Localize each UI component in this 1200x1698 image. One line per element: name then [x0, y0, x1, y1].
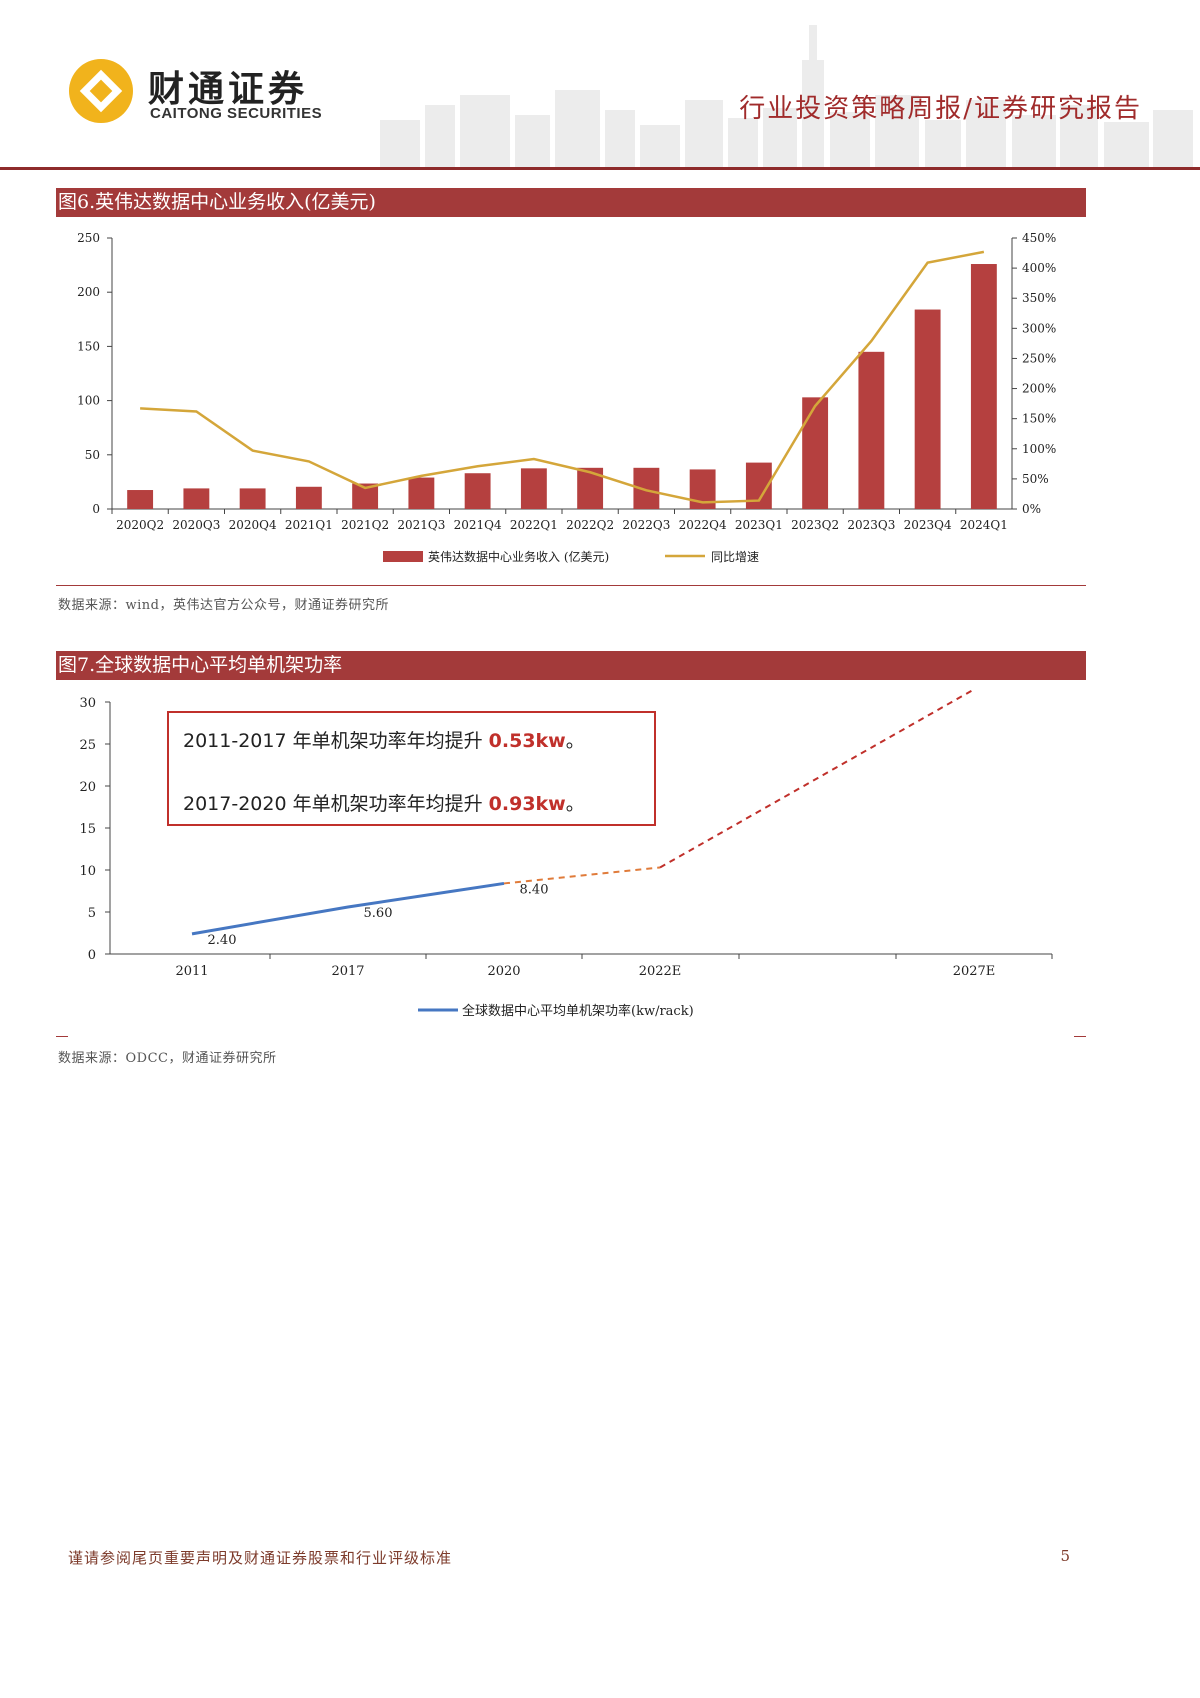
projection-line-orange	[503, 866, 661, 885]
x-tick-label: 2017	[331, 964, 364, 979]
footer-disclaimer: 谨请参阅尾页重要声明及财通证券股票和行业评级标准	[68, 1549, 453, 1567]
header-divider	[0, 167, 1200, 170]
x-tick-label: 2022Q2	[566, 518, 614, 532]
figure7-source: 数据来源：ODCC，财通证券研究所	[58, 1051, 277, 1066]
legend-growth-label: 同比增速	[711, 550, 759, 564]
yoy-growth-line	[140, 250, 985, 504]
x-tick-label: 2011	[175, 964, 208, 979]
data-label: 2.40	[208, 933, 237, 948]
right-tick-label: 50%	[1022, 472, 1049, 486]
x-tick-label: 2023Q3	[847, 518, 895, 532]
right-tick-label: 350%	[1022, 291, 1056, 305]
callout-line-1-value: 0.53kw	[488, 730, 566, 752]
left-tick-label: 250	[77, 231, 100, 245]
x-tick-label: 2020	[487, 964, 520, 979]
figure6-divider	[56, 585, 1086, 586]
right-tick-label: 250%	[1022, 351, 1056, 365]
x-tick-label: 2020Q2	[116, 518, 164, 532]
y-tick-label: 10	[79, 864, 96, 879]
callout-line-2-text: 2017-2020 年单机架功率年均提升	[183, 793, 489, 815]
x-tick-label: 2021Q3	[397, 518, 445, 532]
figure6-chart: 0 50 100 150 200 250 0% 50% 100% 150% 200% 250% 300%…	[77, 231, 1056, 564]
projection-line-red	[659, 688, 975, 869]
x-tick-label: 2020Q3	[172, 518, 220, 532]
actual-power-line	[191, 881, 505, 936]
skyline-decoration	[380, 25, 1193, 167]
revenue-bar	[970, 264, 997, 509]
right-tick-label: 100%	[1022, 442, 1056, 456]
callout-line-1-text: 2011-2017 年单机架功率年均提升	[183, 730, 489, 752]
left-tick-label: 100	[77, 394, 100, 408]
left-tick-label: 0	[92, 502, 100, 516]
legend-power-label: 全球数据中心平均单机架功率(kw/rack)	[462, 1003, 694, 1019]
y-tick-label: 30	[79, 696, 96, 711]
revenue-bar	[127, 490, 154, 509]
left-tick-label: 50	[85, 448, 100, 462]
company-logo	[69, 59, 133, 123]
figure7-title: 图7.全球数据中心平均单机架功率	[56, 651, 1086, 680]
data-label: 5.60	[364, 906, 393, 921]
brand-name: 财通证券	[148, 69, 309, 110]
revenue-bar	[183, 488, 210, 509]
figure7-callout-box: 2011-2017 年单机架功率年均提升 0.53kw。 2017-2020 年…	[167, 711, 656, 826]
figure7-chart: 0 5 10 15 20 25 30 2011 2017 2020 2022E 2027E 2.40 5.…	[79, 688, 1053, 1019]
y-tick-label: 0	[88, 948, 96, 963]
page-header: 财通证券 CAITONG SECURITIES 行业投资策略周报/证券研究报告	[0, 0, 1200, 172]
brand-english-name: CAITONG SECURITIES	[150, 105, 323, 122]
report-type: 行业投资策略周报/证券研究报告	[739, 94, 1142, 124]
x-tick-label: 2021Q2	[341, 518, 389, 532]
page-number: 5	[1060, 1547, 1070, 1565]
x-tick-label: 2022Q4	[679, 518, 727, 532]
callout-line-1-end: 。	[565, 730, 585, 752]
revenue-bar	[408, 477, 435, 509]
y-tick-label: 20	[79, 780, 96, 795]
legend-revenue-label: 英伟达数据中心业务收入 (亿美元)	[428, 549, 609, 564]
callout-line-2-value: 0.93kw	[488, 793, 566, 815]
revenue-bar	[914, 309, 941, 509]
x-tick-label: 2021Q1	[285, 518, 333, 532]
revenue-bar	[239, 488, 266, 509]
right-tick-label: 400%	[1022, 261, 1056, 275]
x-tick-label: 2023Q1	[735, 518, 783, 532]
right-tick-label: 300%	[1022, 321, 1056, 335]
x-tick-label: 2024Q1	[960, 518, 1008, 532]
y-tick-label: 15	[79, 822, 96, 837]
y-tick-label: 5	[88, 906, 96, 921]
x-tick-label: 2023Q4	[904, 518, 952, 532]
figure6-title: 图6.英伟达数据中心业务收入(亿美元)	[56, 188, 1086, 217]
data-label: 8.40	[520, 882, 549, 897]
x-tick-label: 2022E	[639, 964, 682, 979]
x-tick-label: 2027E	[953, 964, 996, 979]
legend-revenue-swatch	[383, 551, 423, 562]
x-tick-label: 2023Q2	[791, 518, 839, 532]
x-tick-label: 2021Q4	[454, 518, 502, 532]
right-tick-label: 450%	[1022, 231, 1056, 245]
callout-line-2-end: 。	[565, 793, 585, 815]
left-tick-label: 150	[77, 339, 100, 353]
figure7-divider-left	[56, 1036, 68, 1037]
figure6-source: 数据来源：wind，英伟达官方公众号，财通证券研究所	[58, 598, 389, 613]
y-tick-label: 25	[79, 738, 96, 753]
revenue-bar	[858, 351, 885, 509]
x-tick-label: 2022Q3	[622, 518, 670, 532]
revenue-bar	[802, 397, 829, 509]
x-tick-label: 2022Q1	[510, 518, 558, 532]
right-tick-label: 150%	[1022, 412, 1056, 426]
right-tick-label: 200%	[1022, 382, 1056, 396]
revenue-bar	[464, 473, 491, 509]
callout-line-1: 2011-2017 年单机架功率年均提升 0.53kw。	[183, 726, 585, 753]
right-tick-label: 0%	[1022, 502, 1041, 516]
figure7-divider-right	[1074, 1036, 1086, 1037]
revenue-bar	[520, 468, 547, 509]
revenue-bar	[295, 486, 322, 509]
left-tick-label: 200	[77, 285, 100, 299]
callout-line-2: 2017-2020 年单机架功率年均提升 0.93kw。	[183, 789, 585, 816]
x-tick-label: 2020Q4	[229, 518, 277, 532]
